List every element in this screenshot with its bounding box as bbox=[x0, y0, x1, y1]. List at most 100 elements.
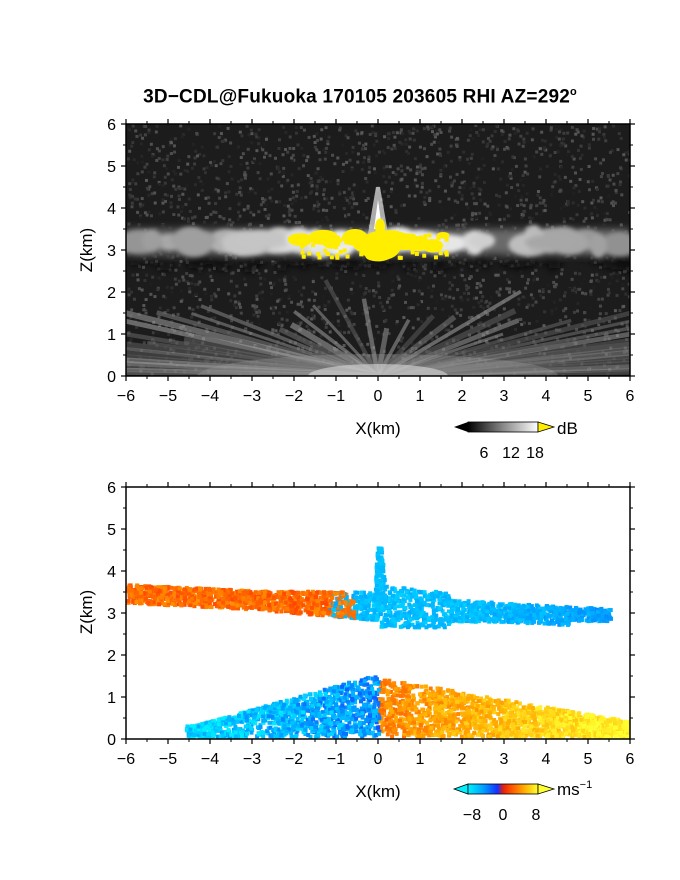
velocity-cell bbox=[318, 590, 323, 595]
velocity-cell bbox=[272, 601, 277, 606]
noise-speck bbox=[472, 196, 476, 200]
cloud-cell bbox=[590, 233, 607, 258]
noise-speck bbox=[365, 180, 369, 184]
noise-speck bbox=[551, 225, 555, 229]
noise-speck bbox=[402, 203, 406, 207]
noise-speck bbox=[229, 329, 233, 333]
reflectivity-colorbar-unit: dB bbox=[557, 419, 578, 438]
noise-speck bbox=[523, 157, 527, 161]
noise-speck bbox=[342, 344, 346, 348]
noise-speck bbox=[177, 194, 181, 198]
noise-speck bbox=[564, 315, 568, 319]
velocity-cell bbox=[250, 594, 255, 599]
velocity-cell bbox=[447, 596, 452, 601]
reflectivity-xtick-label: 4 bbox=[542, 388, 551, 405]
noise-speck bbox=[287, 295, 291, 299]
velocity-cell bbox=[257, 606, 262, 611]
noise-speck bbox=[243, 173, 247, 177]
noise-speck bbox=[595, 127, 599, 131]
core-speck bbox=[316, 235, 321, 240]
noise-speck bbox=[203, 171, 207, 175]
noise-speck bbox=[263, 142, 267, 146]
noise-speck bbox=[473, 202, 477, 206]
noise-speck bbox=[213, 132, 217, 136]
velocity-cell bbox=[153, 587, 158, 592]
cloud-cell bbox=[234, 229, 285, 249]
noise-speck bbox=[386, 146, 390, 150]
noise-speck bbox=[599, 259, 603, 263]
velocity-cell bbox=[471, 604, 476, 609]
noise-speck bbox=[170, 290, 174, 294]
noise-speck bbox=[266, 177, 270, 181]
noise-speck bbox=[538, 289, 542, 293]
noise-speck bbox=[508, 172, 512, 176]
noise-speck bbox=[137, 287, 141, 291]
noise-speck bbox=[227, 170, 231, 174]
noise-speck bbox=[270, 286, 274, 290]
noise-speck bbox=[185, 280, 189, 284]
velocity-cell bbox=[216, 587, 221, 592]
velocity-cell bbox=[155, 591, 160, 596]
noise-speck bbox=[247, 133, 251, 137]
noise-speck bbox=[544, 148, 548, 152]
noise-speck bbox=[565, 203, 569, 207]
noise-speck bbox=[618, 183, 622, 187]
noise-speck bbox=[554, 283, 558, 287]
noise-speck bbox=[542, 199, 546, 203]
noise-speck bbox=[541, 138, 545, 142]
noise-speck bbox=[222, 217, 226, 221]
noise-speck bbox=[229, 299, 233, 303]
noise-speck bbox=[443, 189, 447, 193]
noise-speck bbox=[368, 132, 372, 136]
noise-speck bbox=[299, 302, 303, 306]
noise-speck bbox=[288, 135, 292, 139]
noise-speck bbox=[264, 214, 268, 218]
noise-speck bbox=[326, 261, 330, 265]
noise-speck bbox=[227, 155, 231, 159]
noise-speck bbox=[606, 194, 610, 198]
noise-speck bbox=[281, 171, 285, 175]
noise-speck bbox=[477, 260, 481, 264]
noise-speck bbox=[476, 133, 480, 137]
noise-speck bbox=[139, 204, 143, 208]
velocity-cell bbox=[554, 607, 559, 612]
velocity-cell bbox=[192, 587, 197, 592]
noise-speck bbox=[553, 151, 557, 155]
noise-speck bbox=[383, 151, 387, 155]
noise-speck bbox=[276, 332, 280, 336]
velocity-cell bbox=[198, 602, 203, 607]
noise-speck bbox=[298, 220, 302, 224]
noise-speck bbox=[504, 191, 508, 195]
noise-speck bbox=[589, 213, 593, 217]
noise-speck bbox=[453, 199, 457, 203]
noise-speck bbox=[539, 213, 543, 217]
noise-speck bbox=[490, 134, 494, 138]
cloud-gap bbox=[378, 259, 387, 269]
noise-speck bbox=[422, 127, 426, 131]
noise-speck bbox=[534, 300, 538, 304]
noise-speck bbox=[238, 305, 242, 309]
noise-speck bbox=[379, 301, 383, 305]
noise-speck bbox=[311, 280, 315, 284]
noise-speck bbox=[606, 287, 610, 291]
cloud-gap bbox=[217, 262, 225, 271]
noise-speck bbox=[450, 184, 454, 188]
noise-speck bbox=[440, 206, 444, 210]
noise-speck bbox=[231, 271, 235, 275]
noise-speck bbox=[326, 218, 330, 222]
noise-speck bbox=[626, 150, 630, 154]
noise-speck bbox=[217, 288, 221, 292]
noise-speck bbox=[623, 151, 627, 155]
noise-speck bbox=[209, 212, 213, 216]
noise-speck bbox=[323, 157, 327, 161]
velocity-cell bbox=[567, 605, 572, 610]
noise-speck bbox=[392, 293, 396, 297]
noise-speck bbox=[358, 265, 362, 269]
noise-speck bbox=[130, 144, 134, 148]
noise-speck bbox=[179, 124, 183, 128]
noise-speck bbox=[509, 176, 513, 180]
noise-speck bbox=[194, 283, 198, 287]
noise-speck bbox=[411, 306, 415, 310]
velocity-cell bbox=[535, 611, 540, 616]
